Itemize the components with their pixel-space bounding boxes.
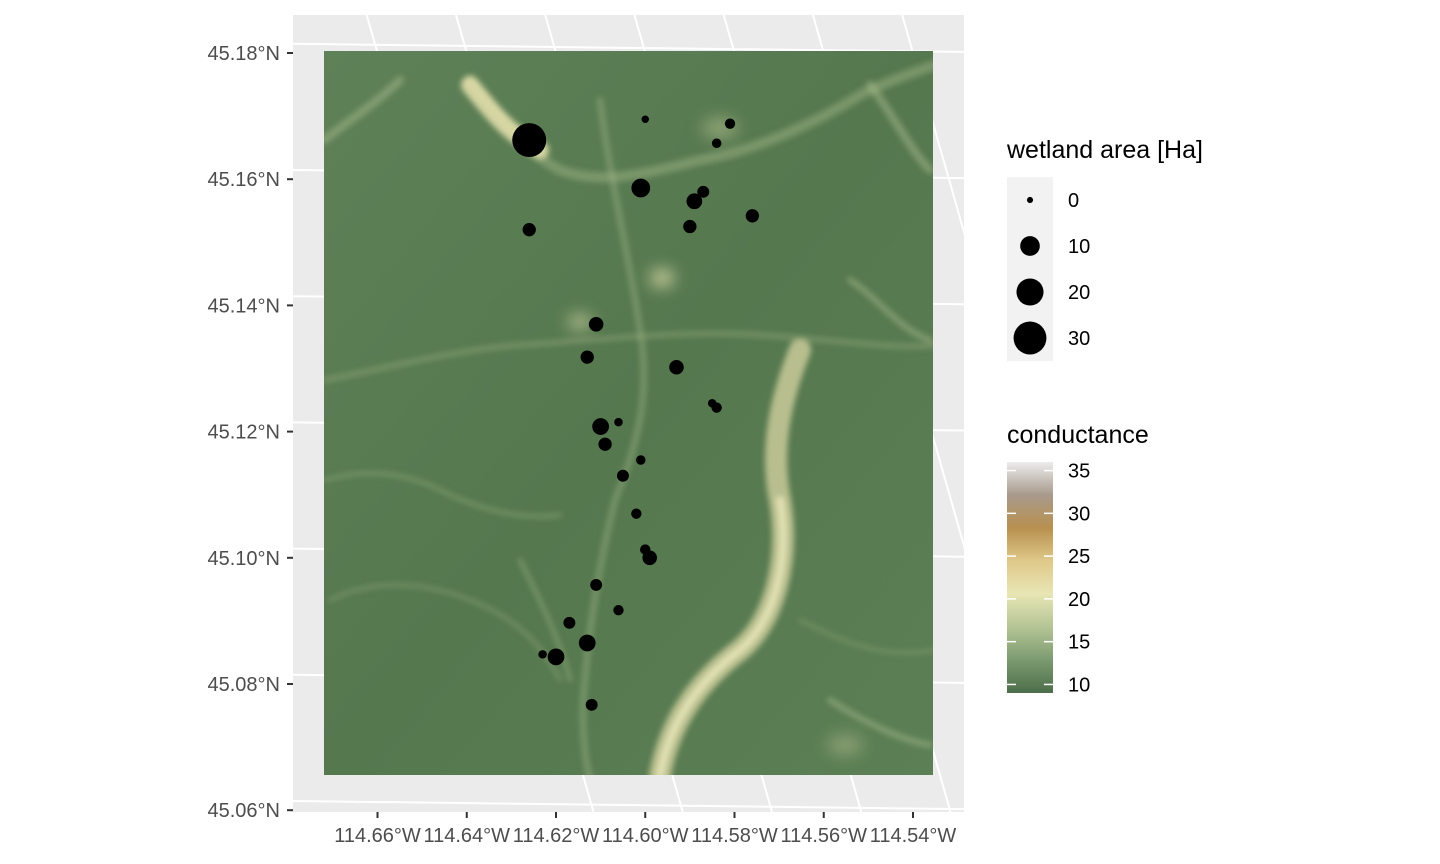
colorbar-tick-label: 35 [1068, 461, 1090, 483]
wetland-point [547, 648, 565, 666]
x-tick-label: 114.56°W [780, 825, 867, 847]
x-tick-label: 114.62°W [513, 825, 600, 847]
wetland-point [745, 209, 760, 223]
size-legend-label: 0 [1068, 190, 1079, 212]
colorbar-legend-title: conductance [1007, 421, 1149, 449]
y-axis: 45.18°N 45.16°N 45.14°N 45.12°N 45.10°N 45.08… [208, 43, 293, 822]
wetland-point [614, 417, 623, 427]
size-legend-label: 20 [1068, 282, 1090, 304]
wetland-point [711, 402, 722, 413]
y-tick-label: 45.14°N [208, 295, 281, 317]
wetland-point [590, 578, 603, 591]
wetland-point [578, 634, 596, 652]
size-legend-label: 30 [1068, 328, 1090, 350]
wetland-point [642, 550, 657, 566]
size-legend: wetland area [Ha] 0 10 20 30 [1006, 136, 1203, 361]
wetland-point [724, 118, 736, 129]
wetland-point [686, 193, 703, 210]
colorbar [1007, 462, 1053, 693]
wetland-point [538, 650, 547, 659]
y-tick-label: 45.18°N [208, 43, 281, 65]
conductance-raster [324, 51, 933, 775]
y-tick-label: 45.10°N [208, 548, 281, 570]
wetland-point [711, 138, 722, 148]
graticule-lat-line [292, 800, 965, 811]
graticule-lon-line [901, 14, 1130, 813]
wetland-point [585, 698, 598, 711]
wetland-point [580, 350, 594, 364]
x-tick-label: 114.54°W [870, 825, 957, 847]
wetland-point [669, 359, 684, 375]
wetland-point [592, 418, 610, 435]
colorbar-tick-label: 10 [1068, 674, 1090, 696]
wetland-point [563, 616, 576, 629]
x-axis: 114.66°W 114.64°W 114.62°W 114.60°W 114.58°W… [334, 812, 956, 847]
y-tick-label: 45.06°N [208, 800, 281, 822]
wetland-point [641, 115, 649, 123]
size-legend-key [1026, 196, 1034, 204]
x-tick-label: 114.66°W [334, 825, 421, 847]
wetland-point [588, 317, 604, 332]
size-legend-key [1013, 321, 1047, 355]
y-tick-label: 45.08°N [208, 674, 281, 696]
wetland-point [683, 219, 697, 234]
colorbar-legend: conductance 35 30 25 20 15 10 [1007, 421, 1149, 696]
x-tick-label: 114.60°W [602, 825, 689, 847]
wetland-points [512, 115, 760, 711]
y-tick-label: 45.12°N [208, 422, 281, 444]
wetland-point [631, 508, 642, 519]
wetland-point [631, 178, 651, 198]
wetland-point [522, 223, 536, 237]
wetland-point [598, 437, 612, 451]
wetland-point [613, 604, 624, 616]
colorbar-tick-label: 20 [1068, 589, 1090, 611]
wetland-point [616, 469, 629, 482]
size-legend-title: wetland area [Ha] [1006, 136, 1203, 164]
colorbar-tick-label: 25 [1068, 546, 1090, 568]
wetland-point [636, 455, 646, 465]
wetland-point [697, 185, 710, 198]
size-legend-label: 10 [1068, 236, 1090, 258]
size-legend-key [1020, 236, 1040, 256]
y-tick-label: 45.16°N [208, 169, 281, 191]
size-legend-key [1016, 278, 1044, 306]
x-tick-label: 114.58°W [691, 825, 778, 847]
graticule-lat-line [292, 42, 965, 53]
wetland-point [512, 123, 547, 158]
x-tick-label: 114.64°W [423, 825, 510, 847]
colorbar-tick-label: 30 [1068, 503, 1090, 525]
colorbar-tick-label: 15 [1068, 632, 1090, 654]
